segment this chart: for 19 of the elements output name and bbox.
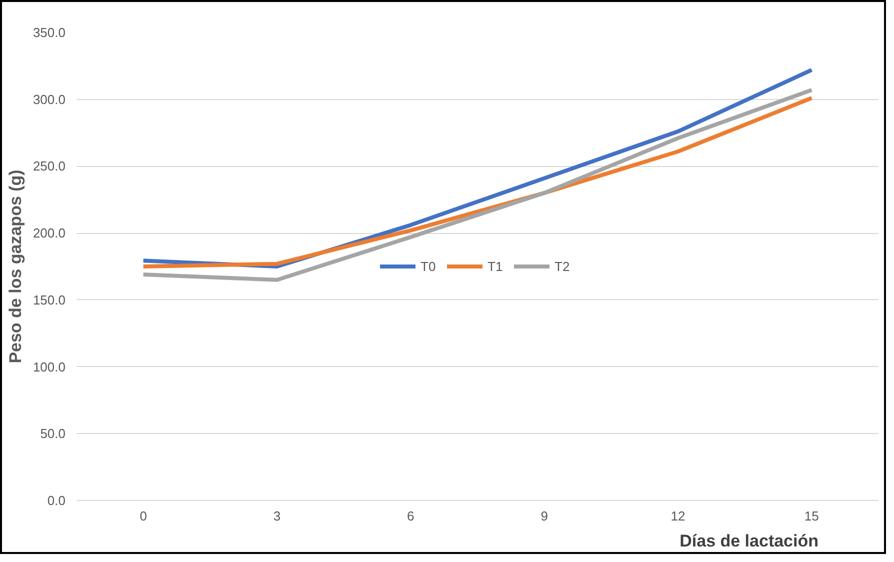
x-tick-label: 0 — [140, 508, 147, 524]
legend-label: T1 — [488, 258, 504, 274]
legend-label: T2 — [554, 258, 571, 274]
y-tick-label: 200.0 — [32, 226, 66, 241]
y-axis-title: Peso de los gazapos (g) — [6, 170, 25, 364]
y-tick-label: 150.0 — [32, 292, 66, 308]
x-tick-label: 6 — [407, 508, 414, 524]
legend-label: T0 — [420, 258, 437, 274]
x-tick-label: 9 — [540, 508, 548, 524]
y-tick-label: 0.0 — [47, 493, 66, 508]
y-tick-label: 350.0 — [32, 25, 66, 40]
y-tick-label: 50.0 — [40, 426, 66, 442]
x-tick-label: 12 — [670, 508, 686, 524]
y-tick-label: 100.0 — [32, 359, 66, 374]
x-axis-title: Días de lactación — [680, 532, 818, 550]
y-tick-label: 300.0 — [32, 92, 66, 107]
x-tick-label: 15 — [804, 508, 819, 524]
x-tick-label: 3 — [273, 508, 281, 524]
y-tick-label: 250.0 — [32, 158, 66, 174]
